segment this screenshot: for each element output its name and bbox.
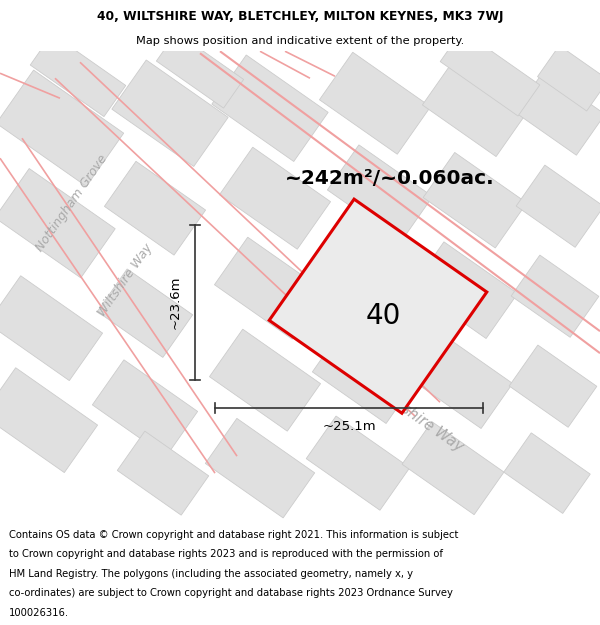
Polygon shape: [117, 431, 209, 515]
Polygon shape: [220, 148, 331, 249]
Text: ~23.6m: ~23.6m: [169, 276, 182, 329]
Text: Wiltshire Way: Wiltshire Way: [374, 385, 466, 455]
Polygon shape: [104, 161, 206, 255]
Polygon shape: [412, 242, 518, 339]
Text: 100026316.: 100026316.: [9, 608, 69, 618]
Polygon shape: [313, 327, 418, 424]
Text: Map shows position and indicative extent of the property.: Map shows position and indicative extent…: [136, 36, 464, 46]
Text: HM Land Registry. The polygons (including the associated geometry, namely x, y: HM Land Registry. The polygons (includin…: [9, 569, 413, 579]
Polygon shape: [0, 70, 124, 186]
Text: Nottingham Grove: Nottingham Grove: [34, 152, 110, 254]
Text: Contains OS data © Crown copyright and database right 2021. This information is : Contains OS data © Crown copyright and d…: [9, 530, 458, 540]
Polygon shape: [538, 46, 600, 111]
Polygon shape: [214, 238, 326, 339]
Polygon shape: [407, 332, 512, 429]
Polygon shape: [30, 34, 126, 117]
Polygon shape: [515, 71, 600, 155]
Polygon shape: [511, 255, 599, 338]
Polygon shape: [516, 165, 600, 248]
Text: ~242m²/~0.060ac.: ~242m²/~0.060ac.: [285, 169, 495, 187]
Text: 40: 40: [365, 302, 401, 330]
Polygon shape: [209, 329, 320, 431]
Text: to Crown copyright and database rights 2023 and is reproduced with the permissio: to Crown copyright and database rights 2…: [9, 549, 443, 559]
Polygon shape: [212, 55, 328, 161]
Polygon shape: [269, 199, 487, 413]
Polygon shape: [440, 31, 540, 116]
Polygon shape: [92, 360, 197, 456]
Polygon shape: [0, 276, 103, 381]
Polygon shape: [205, 418, 314, 518]
Polygon shape: [319, 52, 431, 154]
Text: ~25.1m: ~25.1m: [322, 419, 376, 432]
Polygon shape: [317, 235, 422, 331]
Polygon shape: [509, 345, 597, 428]
Polygon shape: [422, 60, 527, 156]
Polygon shape: [97, 269, 193, 358]
Polygon shape: [306, 416, 410, 510]
Polygon shape: [328, 145, 433, 241]
Polygon shape: [112, 60, 228, 166]
Text: Wiltshire Way: Wiltshire Way: [95, 241, 155, 319]
Polygon shape: [504, 433, 590, 513]
Polygon shape: [157, 32, 244, 108]
Polygon shape: [402, 422, 504, 514]
Text: 40, WILTSHIRE WAY, BLETCHLEY, MILTON KEYNES, MK3 7WJ: 40, WILTSHIRE WAY, BLETCHLEY, MILTON KEY…: [97, 10, 503, 23]
Text: co-ordinates) are subject to Crown copyright and database rights 2023 Ordnance S: co-ordinates) are subject to Crown copyr…: [9, 588, 453, 598]
Polygon shape: [423, 152, 527, 248]
Polygon shape: [0, 368, 98, 472]
Polygon shape: [0, 169, 115, 278]
